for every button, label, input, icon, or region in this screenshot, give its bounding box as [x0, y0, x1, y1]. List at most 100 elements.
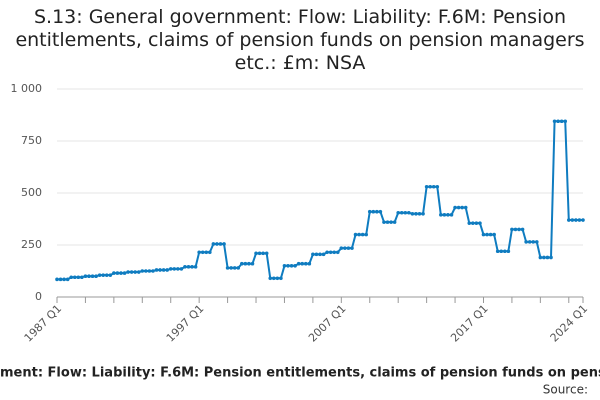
point — [296, 261, 301, 266]
y-tick-label: 250 — [21, 238, 42, 251]
point — [367, 209, 372, 214]
point — [55, 277, 59, 282]
point — [264, 251, 269, 256]
point — [76, 275, 81, 280]
point — [133, 270, 137, 274]
y-tick-label: 1 000 — [11, 82, 43, 95]
point — [549, 255, 553, 260]
point — [208, 250, 212, 255]
point — [478, 221, 482, 225]
point — [87, 274, 91, 279]
point — [80, 275, 84, 280]
point — [346, 246, 351, 250]
point — [421, 212, 425, 216]
point — [183, 265, 187, 269]
point — [371, 209, 376, 214]
point — [321, 252, 326, 257]
point — [510, 227, 514, 232]
point — [531, 240, 536, 244]
point — [62, 277, 66, 282]
point — [485, 232, 489, 237]
point — [534, 240, 539, 244]
x-tick-label: 2024 Q1 — [548, 302, 591, 345]
point — [232, 266, 237, 270]
point — [268, 276, 273, 281]
point — [552, 119, 557, 124]
y-tick-label: 750 — [21, 134, 42, 147]
point — [353, 232, 358, 237]
point — [375, 209, 379, 214]
y-tick-label: 500 — [21, 186, 42, 199]
point — [392, 220, 397, 224]
point — [577, 218, 582, 222]
point — [176, 267, 180, 271]
point — [542, 255, 546, 260]
point — [303, 261, 308, 266]
point — [218, 242, 223, 246]
point — [271, 276, 276, 281]
point — [499, 249, 504, 254]
point — [570, 218, 575, 222]
x-tick-label: 1987 Q1 — [22, 302, 65, 345]
point — [581, 218, 585, 222]
point — [566, 218, 571, 222]
point — [236, 266, 241, 270]
x-tick-label: 1997 Q1 — [164, 302, 207, 345]
point — [282, 264, 287, 268]
point — [446, 213, 450, 217]
point — [328, 250, 333, 255]
point — [222, 242, 226, 246]
point — [286, 264, 290, 268]
point — [350, 246, 354, 250]
point — [417, 212, 422, 216]
point — [467, 221, 472, 225]
point — [435, 184, 440, 189]
point — [520, 227, 525, 232]
point — [399, 210, 404, 215]
point — [104, 273, 109, 277]
point — [275, 276, 280, 281]
point — [129, 270, 134, 274]
point — [378, 209, 383, 214]
point — [215, 242, 219, 246]
point — [144, 269, 148, 273]
point — [325, 250, 329, 255]
point — [136, 270, 141, 274]
point — [449, 213, 454, 217]
point — [389, 220, 393, 224]
point — [503, 249, 507, 254]
point — [311, 252, 315, 257]
point — [556, 119, 560, 124]
point — [360, 232, 365, 237]
point — [563, 119, 568, 124]
point — [332, 250, 337, 255]
point — [527, 240, 532, 244]
point — [428, 184, 432, 189]
source: Source: — [543, 383, 588, 397]
point — [229, 266, 233, 270]
point — [538, 255, 543, 260]
point — [108, 273, 113, 277]
point — [158, 268, 162, 272]
chart-title: S.13: General government: Flow: Liabilit… — [15, 6, 585, 74]
point — [293, 264, 297, 268]
point — [574, 218, 578, 222]
point — [339, 246, 344, 250]
footer-title: ment: Flow: Liability: F.6M: Pension ent… — [0, 366, 600, 381]
point — [463, 205, 468, 210]
point — [431, 184, 436, 189]
point — [410, 212, 415, 216]
point — [385, 220, 390, 224]
point — [250, 261, 255, 266]
point — [140, 269, 145, 273]
point — [403, 210, 408, 215]
point — [154, 268, 159, 272]
point — [151, 269, 155, 273]
point — [424, 184, 429, 189]
point — [197, 250, 201, 255]
point — [289, 264, 294, 268]
point — [481, 232, 486, 237]
point — [307, 261, 312, 266]
